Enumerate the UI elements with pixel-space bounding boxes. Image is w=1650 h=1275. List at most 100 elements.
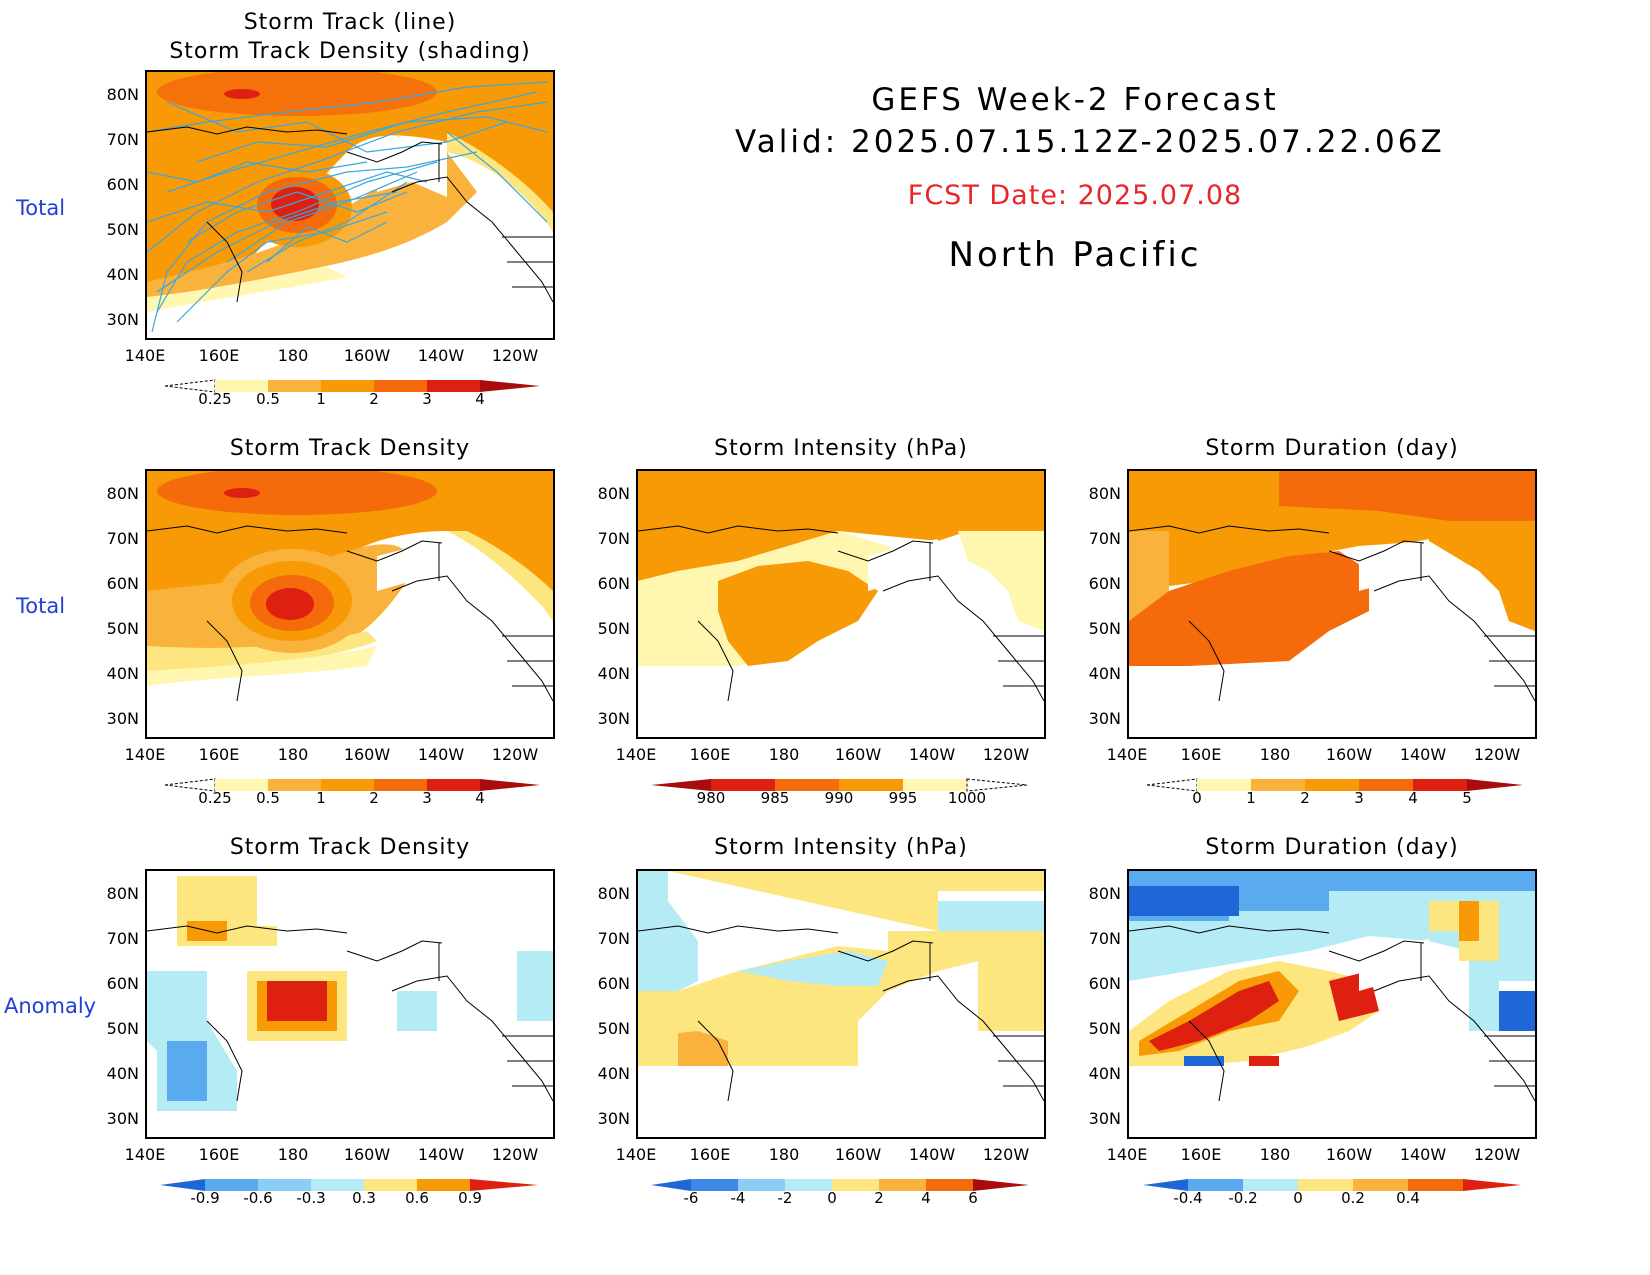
panel-title-track-density-shading: Storm Track Density (shading) [169,39,531,64]
lat-tick-label: 60N [106,974,139,993]
lat-tick-label: 70N [597,929,630,948]
forecast-title: GEFS Week-2 Forecast [871,82,1279,118]
valid-period: Valid: 2025.07.15.12Z-2025.07.22.06Z [735,124,1445,160]
lon-tick-label: 180 [1259,1145,1291,1164]
lat-tick-label: 50N [597,1019,630,1038]
lon-tick-label: 180 [1259,745,1291,764]
colorbar-density-2 [164,777,545,796]
colorbar-tick-label: 4 [475,390,485,408]
lon-tick-label: 180 [768,1145,800,1164]
lat-tick-label: 60N [1088,974,1121,993]
colorbar-tick-label: 1000 [947,789,987,807]
colorbar-tick-label: 995 [888,789,918,807]
lon-tick-label: 140E [124,745,166,764]
colorbar-tick-label: 3 [1354,789,1364,807]
lat-tick-label: 40N [106,664,139,683]
colorbar-tick-label: -0.3 [296,1189,326,1207]
colorbar-tick-label: 990 [824,789,854,807]
lon-tick-label: 140E [124,1145,166,1164]
colorbar-duration-anomaly [1143,1177,1523,1196]
lon-tick-label: 160E [689,1145,731,1164]
lat-tick-label: 30N [106,709,139,728]
lat-tick-label: 40N [106,1064,139,1083]
panel-title-duration-anom: Storm Duration (day) [1205,835,1459,860]
colorbar-tick-label: 1 [316,390,326,408]
lat-tick-label: 40N [1088,664,1121,683]
lon-tick-label: 140W [417,346,465,365]
colorbar-tick-label: 985 [760,789,790,807]
panel-title-duration-total: Storm Duration (day) [1205,436,1459,461]
lon-tick-label: 160E [198,745,240,764]
colorbar-tick-label: -0.9 [190,1189,220,1207]
lon-tick-label: 120W [982,745,1030,764]
map-storm-track-total [145,70,555,340]
map-duration-total [1127,469,1537,739]
lat-tick-label: 80N [597,484,630,503]
colorbar-tick-label: -6 [683,1189,699,1207]
colorbar-tick-label: 0.9 [458,1189,482,1207]
lat-tick-label: 80N [1088,884,1121,903]
colorbar-tick-label: 2 [369,390,379,408]
lat-tick-label: 50N [106,220,139,239]
lon-tick-label: 120W [491,1145,539,1164]
lat-tick-label: 40N [106,265,139,284]
colorbar-tick-label: 4 [1408,789,1418,807]
row-label-total-1: Total [16,196,66,220]
lon-tick-label: 160W [1325,745,1373,764]
lat-tick-label: 60N [106,574,139,593]
lat-tick-label: 70N [1088,529,1121,548]
colorbar-tick-label: 1 [1246,789,1256,807]
lat-tick-label: 80N [106,484,139,503]
lat-tick-label: 50N [106,1019,139,1038]
lon-tick-label: 140W [1399,1145,1447,1164]
row-label-anomaly: Anomaly [4,994,97,1018]
lat-tick-label: 50N [1088,619,1121,638]
lat-tick-label: 70N [106,130,139,149]
lon-tick-label: 120W [491,745,539,764]
colorbar-tick-label: 0.5 [256,390,280,408]
colorbar-density-1 [164,378,545,397]
lat-tick-label: 30N [1088,1109,1121,1128]
lat-tick-label: 80N [597,884,630,903]
lat-tick-label: 70N [106,529,139,548]
colorbar-tick-label: 0 [827,1189,837,1207]
panel-title-density-total: Storm Track Density [229,436,471,461]
lon-tick-label: 160E [1180,745,1222,764]
colorbar-tick-label: 2 [874,1189,884,1207]
lat-tick-label: 30N [597,1109,630,1128]
lon-tick-label: 180 [277,346,309,365]
colorbar-tick-label: 4 [921,1189,931,1207]
colorbar-tick-label: 0.6 [405,1189,429,1207]
lat-tick-label: 80N [106,884,139,903]
lat-tick-label: 60N [597,974,630,993]
colorbar-tick-label: -0.6 [243,1189,273,1207]
colorbar-tick-label: 2 [1300,789,1310,807]
colorbar-tick-label: 3 [422,789,432,807]
lon-tick-label: 160W [343,1145,391,1164]
lon-tick-label: 140E [1106,745,1148,764]
lon-tick-label: 140W [417,1145,465,1164]
lat-tick-label: 30N [106,1109,139,1128]
colorbar-intensity [651,777,1031,796]
map-duration-anomaly [1127,869,1537,1139]
lat-tick-label: 70N [106,929,139,948]
panel-title-intensity-total: Storm Intensity (hPa) [714,436,968,461]
lon-tick-label: 140W [908,1145,956,1164]
lat-tick-label: 50N [1088,1019,1121,1038]
colorbar-tick-label: 0 [1293,1189,1303,1207]
lon-tick-label: 120W [491,346,539,365]
panel-title-density-anom: Storm Track Density [229,835,471,860]
lon-tick-label: 140E [124,346,166,365]
lon-tick-label: 180 [277,745,309,764]
colorbar-tick-label: 0.5 [256,789,280,807]
colorbar-intensity-anomaly [651,1177,1031,1196]
lat-tick-label: 80N [106,85,139,104]
colorbar-tick-label: -0.2 [1228,1189,1258,1207]
colorbar-tick-label: 0.3 [352,1189,376,1207]
lon-tick-label: 140E [1106,1145,1148,1164]
lon-tick-label: 180 [768,745,800,764]
colorbar-tick-label: -2 [777,1189,793,1207]
colorbar-tick-label: -0.4 [1173,1189,1203,1207]
lon-tick-label: 160E [1180,1145,1222,1164]
lat-tick-label: 70N [1088,929,1121,948]
